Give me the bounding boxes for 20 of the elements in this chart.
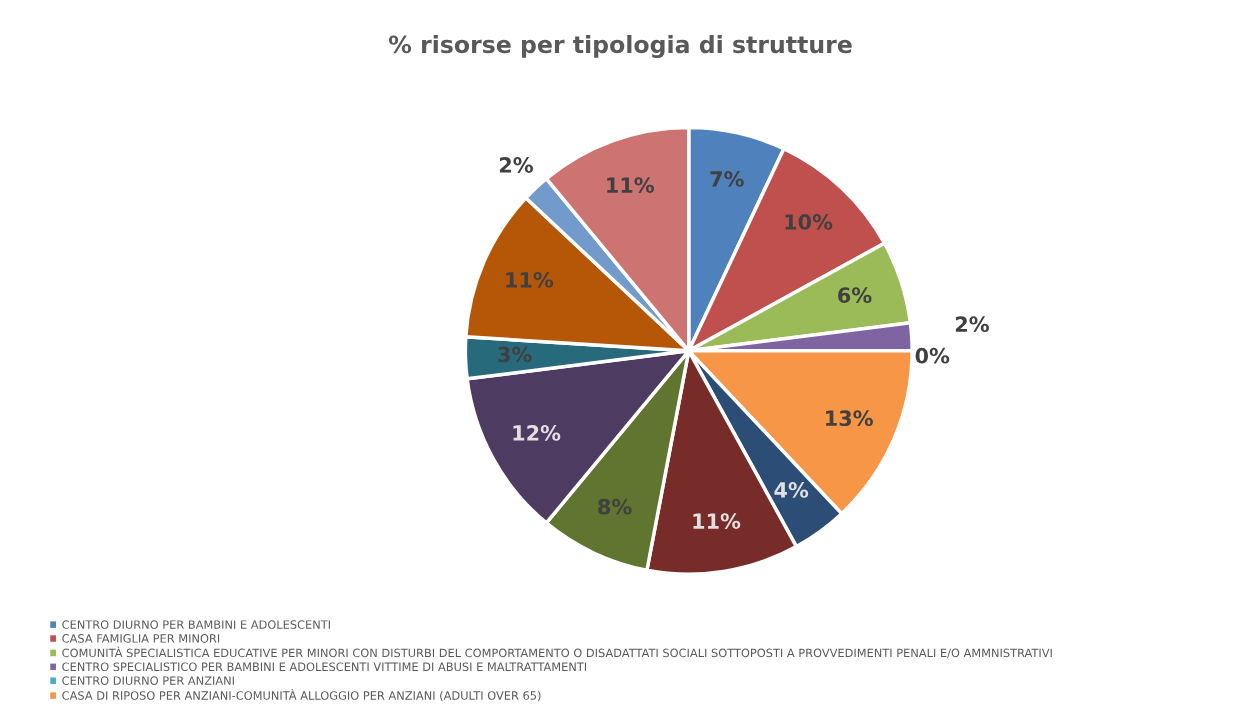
data-label: 4% bbox=[774, 482, 809, 498]
data-label: 11% bbox=[506, 271, 554, 288]
data-label: 2% bbox=[955, 316, 989, 333]
data-label: 6% bbox=[838, 287, 872, 304]
data-label: 7% bbox=[710, 171, 744, 187]
text: 0% bbox=[915, 347, 950, 364]
data-label: 10% bbox=[785, 214, 833, 230]
data-label: 12% bbox=[513, 425, 561, 441]
legend-label: CENTRO DIURNO PER BAMBINI E ADOLESCENTI bbox=[62, 620, 330, 629]
legend-label: CASA FAMIGLIA PER MINORI bbox=[62, 634, 220, 643]
data-label: 11% bbox=[607, 177, 654, 193]
chart-title: % risorse per tipologia di strutture bbox=[388, 35, 852, 59]
legend-label: CASA DI RIPOSO PER ANZIANI-COMUNITÀ ALLOGGIO PER ANZIANI (ADULTI OVER 65) bbox=[62, 689, 541, 702]
data-label: 11% bbox=[693, 513, 741, 529]
legend-label: CENTRO DIURNO PER ANZIANI bbox=[62, 676, 234, 685]
data-label: 3% bbox=[498, 346, 532, 363]
legend-label: CENTRO SPECIALISTICO PER BAMBINI E ADOLESCENTI VITTIME DI ABUSI E MALTRATTAMENTI bbox=[62, 662, 587, 672]
legend-label: COMUNITÀ SPECIALISTICA EDUCATIVE PER MINORI CON DISTURBI DEL COMPORTAMENTO O DISADATTATI SOCIALI SOTTOPOSTI A PROVVEDIMENTI PENALI E/O AMMNISTRATIVI bbox=[62, 646, 1052, 659]
data-label: 13% bbox=[826, 410, 873, 427]
data-label: 2% bbox=[499, 157, 533, 173]
